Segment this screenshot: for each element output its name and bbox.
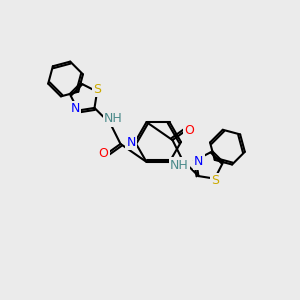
Text: N: N	[194, 155, 204, 168]
Text: N: N	[70, 102, 80, 115]
Text: N: N	[126, 136, 136, 148]
Text: S: S	[93, 83, 101, 96]
Text: NH: NH	[170, 159, 189, 172]
Text: S: S	[211, 174, 219, 187]
Text: O: O	[99, 147, 108, 161]
Text: NH: NH	[104, 112, 123, 125]
Text: O: O	[184, 124, 194, 136]
